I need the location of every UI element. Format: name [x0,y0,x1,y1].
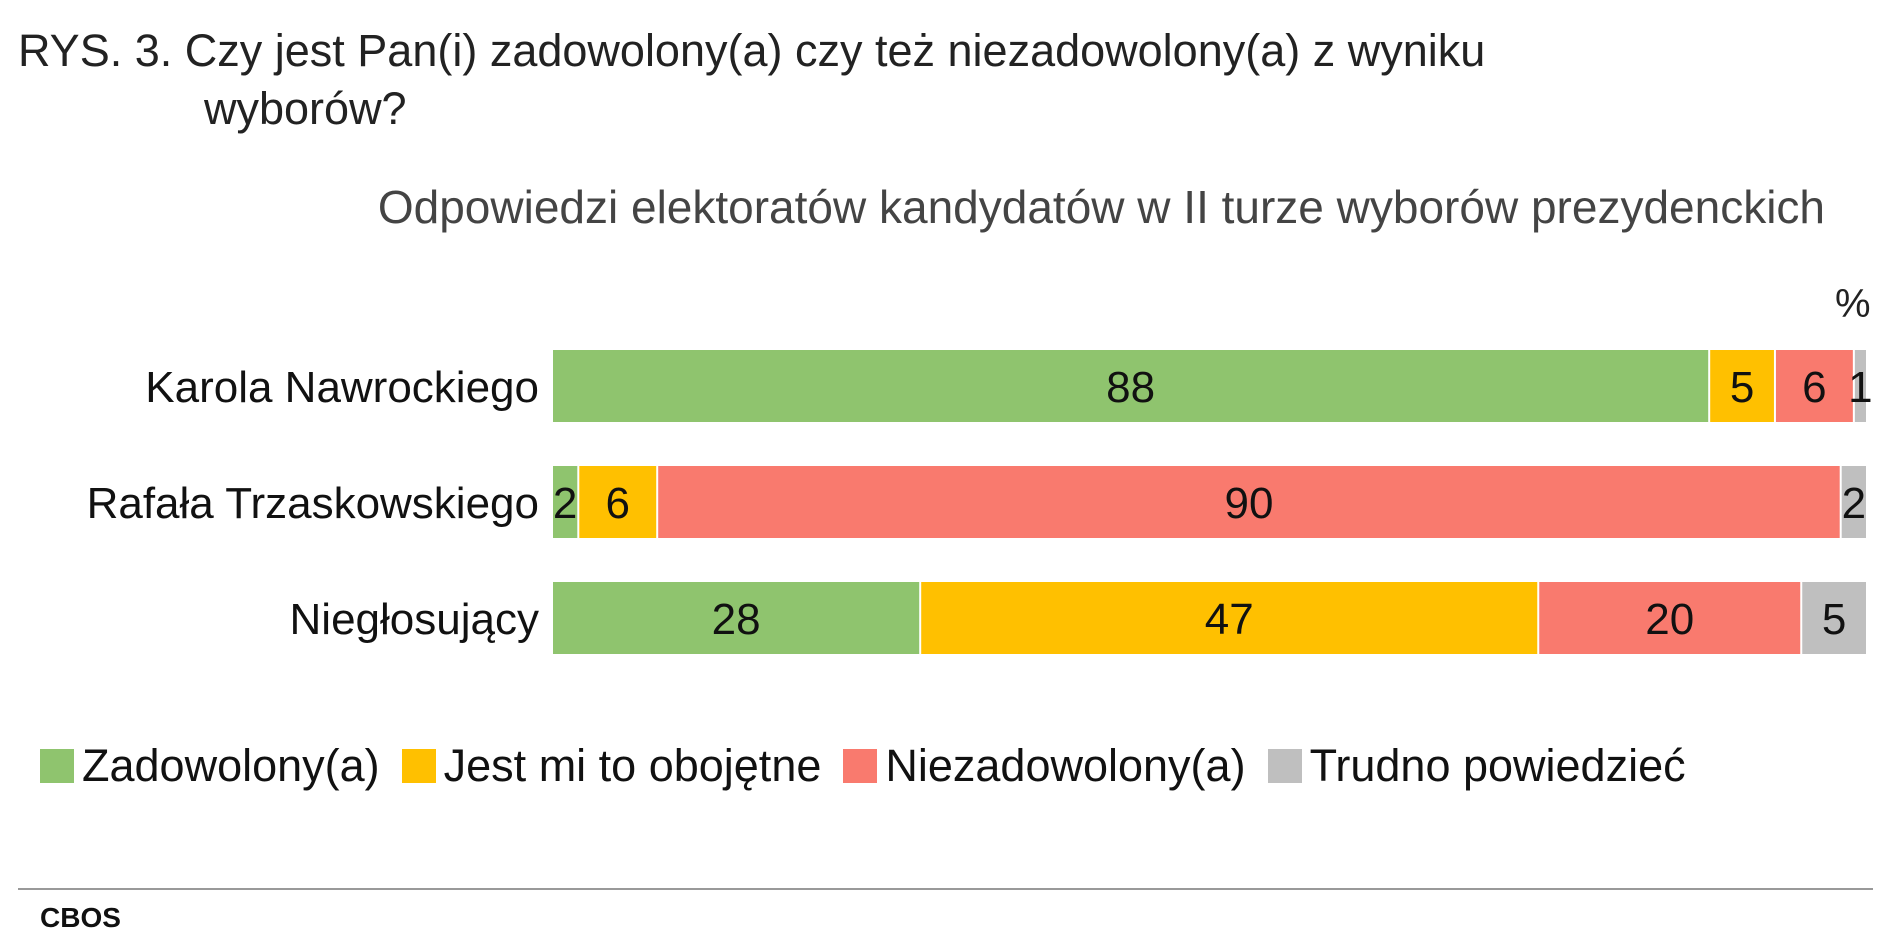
bar-segment-obojetne [579,466,657,538]
legend-item-niezadowolony: Niezadowolony(a) [843,740,1246,792]
title-line-2: wyborów? [204,83,407,134]
category-label: Niegłosujący [290,595,539,644]
data-label: 28 [712,595,761,644]
legend-item-trudno: Trudno powiedzieć [1267,740,1686,792]
legend-swatch [401,749,436,783]
data-label: 47 [1205,595,1254,644]
data-label: 20 [1645,595,1694,644]
category-label: Karola Nawrockiego [145,363,539,412]
data-label: 1 [1848,363,1872,412]
legend-label: Niezadowolony(a) [885,740,1246,791]
bar-segment-niezadowolony [1539,582,1801,654]
data-label: 5 [1730,363,1754,412]
chart-subtitle: Odpowiedzi elektoratów kandydatów w II t… [377,181,1825,233]
source-label: CBOS [40,902,121,933]
data-label: 2 [1842,479,1866,528]
legend: Zadowolony(a) Jest mi to obojętne Niezadow… [40,740,1708,792]
data-label: 90 [1224,479,1273,528]
legend-label: Trudno powiedzieć [1309,740,1686,791]
bar-segment-zadowolony [553,350,1709,422]
legend-swatch [843,749,878,783]
bar-segment-obojetne [1710,350,1774,422]
unit-label: % [1835,282,1871,326]
bar-segment-obojetne [921,582,1538,654]
bar-segment-zadowolony [553,466,578,538]
legend-item-obojetne: Jest mi to obojętne [401,740,822,792]
data-label: 6 [606,479,630,528]
footer-divider [18,888,1873,890]
bar-segment-niezadowolony [658,466,1840,538]
legend-label: Jest mi to obojętne [443,740,822,791]
chart-title: RYS. 3. Czy jest Pan(i) zadowolony(a) cz… [18,22,1578,138]
title-line-1: Czy jest Pan(i) zadowolony(a) czy też ni… [184,25,1486,76]
legend-swatch [40,749,74,783]
data-label: 88 [1106,363,1155,412]
data-label: 6 [1802,363,1826,412]
data-label: 5 [1822,595,1846,644]
bar-segment-trudno [1802,582,1866,654]
legend-label: Zadowolony(a) [82,740,380,791]
category-label: Rafała Trzaskowskiego [87,479,539,528]
data-label: 2 [553,479,577,528]
bar-segment-trudno [1841,466,1866,538]
legend-item-zadowolony: Zadowolony(a) [40,740,380,792]
legend-swatch [1267,749,1302,783]
bar-segment-niezadowolony [1775,350,1853,422]
figure-number: RYS. 3. [18,25,173,76]
bar-segment-trudno [1854,350,1866,422]
bar-segment-zadowolony [553,582,920,654]
